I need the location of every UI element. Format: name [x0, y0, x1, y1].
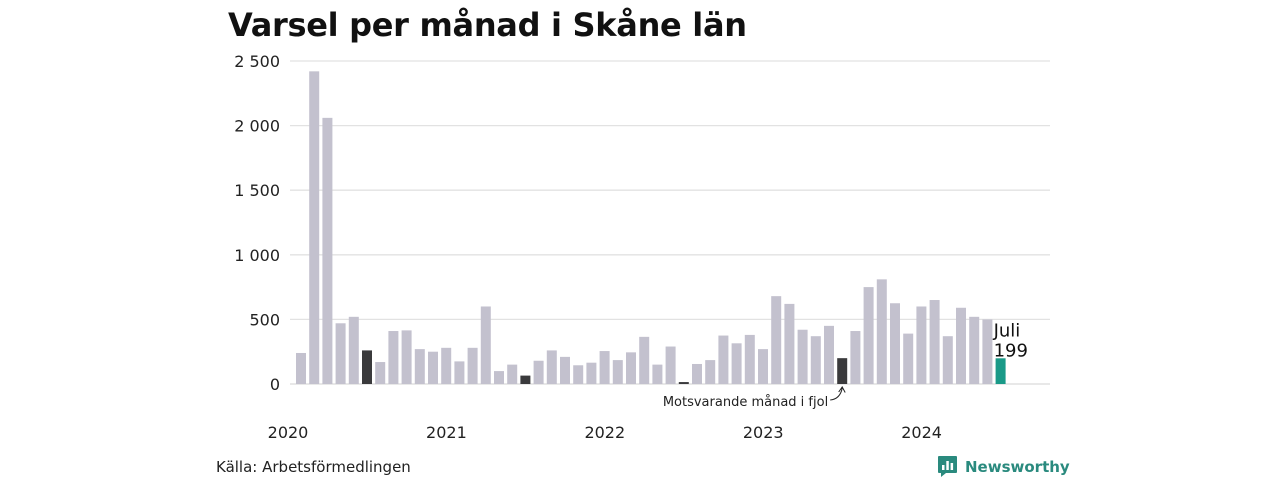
bar [810, 336, 821, 384]
bar [665, 346, 676, 384]
bar [480, 306, 491, 384]
bar [639, 336, 650, 384]
bar [718, 335, 729, 384]
bar [863, 287, 874, 384]
bar [494, 371, 504, 384]
bar [520, 375, 531, 384]
bar [771, 296, 782, 384]
bar [903, 333, 914, 384]
bar [546, 350, 557, 384]
bar [705, 360, 716, 384]
bar [296, 352, 306, 384]
bar [876, 279, 887, 384]
brand-logo: Newsworthy [937, 455, 1070, 478]
bar [784, 303, 795, 384]
bar [599, 351, 610, 384]
x-tick-label: 2020 [268, 423, 309, 442]
bar [744, 334, 755, 384]
bar [454, 361, 465, 384]
bars [296, 71, 1006, 385]
x-tick-label: 2021 [426, 423, 467, 442]
bar [335, 323, 346, 384]
x-axis-ticks: 2020 2021 2022 2023 2024 [268, 423, 942, 442]
bar [441, 347, 452, 384]
x-tick-label: 2024 [901, 423, 942, 442]
brand-name: Newsworthy [965, 457, 1070, 476]
bar [626, 352, 636, 384]
highlight-month-label: Juli [993, 320, 1021, 341]
bar [797, 329, 808, 384]
bar [401, 330, 412, 384]
bar [692, 363, 702, 384]
highlight-value-label: 199 [994, 340, 1028, 361]
y-tick-label: 1 000 [234, 246, 280, 265]
previous-year-annotation: Motsvarande månad i fjol [663, 395, 828, 410]
y-axis-ticks: 0 500 1 000 1 500 2 000 2 500 [234, 52, 280, 394]
bar [309, 71, 320, 384]
bar [982, 319, 993, 384]
x-tick-label: 2023 [743, 423, 784, 442]
bar [995, 358, 1006, 384]
bar [322, 117, 333, 385]
bar [837, 358, 848, 384]
bar [678, 382, 689, 384]
bar [375, 362, 386, 384]
bar [586, 362, 597, 384]
y-tick-label: 2 500 [234, 52, 280, 71]
bar [929, 300, 940, 384]
bar [533, 360, 544, 384]
bar [890, 303, 900, 384]
bar [612, 360, 623, 384]
bar [388, 331, 399, 384]
bar [956, 307, 966, 384]
annotations: Juli 199 Motsvarande månad i fjol [663, 320, 1028, 410]
annotation-arrow [830, 386, 846, 401]
bar [758, 349, 768, 384]
bar [348, 316, 359, 384]
bar [467, 347, 478, 384]
bar [652, 364, 663, 384]
bar [573, 365, 584, 384]
y-tick-label: 2 000 [234, 117, 280, 136]
bar [824, 325, 834, 384]
bar [731, 343, 742, 384]
bar [414, 349, 425, 384]
bar [969, 316, 980, 384]
bar [507, 364, 518, 384]
bar [916, 306, 927, 384]
y-tick-label: 0 [270, 375, 280, 394]
bar [850, 331, 861, 384]
y-tick-label: 1 500 [234, 181, 280, 200]
bar [428, 351, 438, 384]
bar [362, 350, 372, 384]
bar [942, 336, 953, 384]
bar [560, 356, 570, 384]
x-tick-label: 2022 [584, 423, 625, 442]
newsworthy-icon [938, 456, 957, 477]
chart-title: Varsel per månad i Skåne län [228, 6, 747, 44]
y-tick-label: 500 [249, 310, 280, 329]
source-note: Källa: Arbetsförmedlingen [216, 458, 411, 476]
